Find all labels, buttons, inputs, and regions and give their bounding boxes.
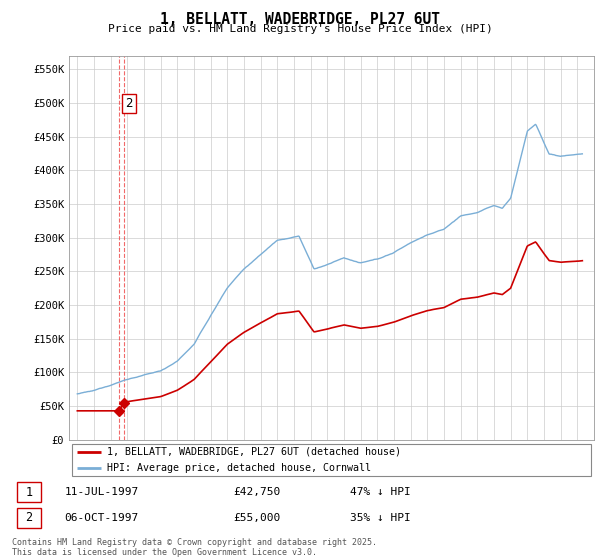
FancyBboxPatch shape xyxy=(71,444,592,477)
Text: 2: 2 xyxy=(25,511,32,524)
Text: 1, BELLATT, WADEBRIDGE, PL27 6UT: 1, BELLATT, WADEBRIDGE, PL27 6UT xyxy=(160,12,440,27)
FancyBboxPatch shape xyxy=(17,483,41,502)
Text: 1, BELLATT, WADEBRIDGE, PL27 6UT (detached house): 1, BELLATT, WADEBRIDGE, PL27 6UT (detach… xyxy=(107,446,401,456)
Text: 2: 2 xyxy=(125,97,133,110)
FancyBboxPatch shape xyxy=(17,508,41,528)
Text: 1: 1 xyxy=(25,486,32,499)
Text: HPI: Average price, detached house, Cornwall: HPI: Average price, detached house, Corn… xyxy=(107,463,371,473)
Text: 47% ↓ HPI: 47% ↓ HPI xyxy=(350,487,410,497)
Text: £55,000: £55,000 xyxy=(233,513,280,523)
Text: Contains HM Land Registry data © Crown copyright and database right 2025.
This d: Contains HM Land Registry data © Crown c… xyxy=(12,538,377,557)
Text: 06-OCT-1997: 06-OCT-1997 xyxy=(64,513,139,523)
Text: 11-JUL-1997: 11-JUL-1997 xyxy=(64,487,139,497)
Text: £42,750: £42,750 xyxy=(233,487,280,497)
Text: Price paid vs. HM Land Registry's House Price Index (HPI): Price paid vs. HM Land Registry's House … xyxy=(107,24,493,34)
Text: 35% ↓ HPI: 35% ↓ HPI xyxy=(350,513,410,523)
